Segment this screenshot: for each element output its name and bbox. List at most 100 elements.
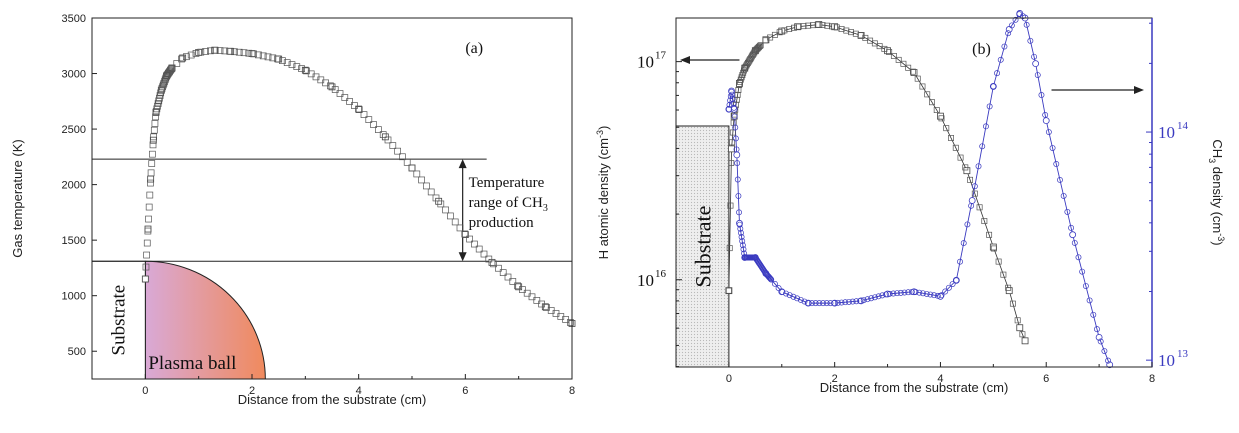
marker [938,115,945,122]
marker [1012,16,1019,23]
marker [418,176,425,184]
marker [202,48,209,55]
marker [814,21,821,28]
data-point [1069,231,1077,239]
marker [831,300,838,307]
marker [283,59,291,67]
marker [151,120,159,127]
marker [909,68,916,75]
marker [733,146,740,153]
marker [158,85,166,92]
marker [336,90,344,97]
substrate-label: Substrate [690,206,715,288]
marker [728,88,735,95]
marker [143,239,151,247]
marker [389,142,397,149]
marker [737,225,744,232]
marker [990,245,997,252]
marker [167,66,175,73]
marker [159,81,167,89]
marker [990,83,997,90]
marker [403,159,411,166]
marker [938,292,945,299]
marker [901,289,908,296]
marker [797,296,804,303]
marker [779,289,786,295]
x-tick-label: 6 [1043,373,1049,385]
marker [920,290,926,297]
left-tick-exponent: 16 [655,268,667,280]
marker [842,299,849,306]
marker [183,53,190,61]
right-axis-label-sup: -3 [1216,233,1226,241]
data-point [968,197,976,204]
panel-a-y-axis-label: Gas temperature (K) [10,139,25,258]
marker [934,292,941,299]
marker [141,275,149,283]
marker [994,70,1000,77]
marker [949,281,956,287]
marker [147,179,154,187]
marker [812,300,819,307]
marker [727,202,734,209]
x-tick-label: 2 [249,385,255,397]
marker [148,160,156,167]
marker [1016,11,1023,18]
marker [795,23,802,30]
marker [726,101,733,108]
data-point [1042,117,1050,125]
marker [986,103,993,110]
marker [979,143,986,150]
marker [768,276,775,283]
right-tick-label: 10 [1158,351,1175,370]
marker [149,150,156,158]
marker [886,49,893,55]
data-point [794,23,802,31]
marker [331,86,339,93]
marker [447,212,454,220]
marker [728,160,735,167]
marker [168,65,175,72]
range-arrow-head-up [458,159,467,169]
marker [736,209,742,216]
marker [1068,224,1075,231]
marker [142,263,150,271]
marker [461,230,469,238]
marker [1071,239,1078,246]
y-tick-label: 3500 [62,13,86,25]
marker [379,131,387,138]
x-tick-label: 8 [1149,373,1155,385]
marker [341,94,349,101]
marker [923,290,930,297]
marker [731,113,738,120]
marker [857,297,864,304]
ch3-density-line [728,12,1111,365]
marker [471,240,478,248]
marker [905,64,912,71]
marker [226,47,233,55]
y-tick-label: 1500 [62,235,86,247]
marker [1060,192,1067,199]
marker [942,288,949,295]
marker [729,129,736,136]
marker [288,61,296,69]
marker [245,49,253,57]
h-density-line [728,24,1026,341]
marker [298,65,305,73]
marker [216,47,224,54]
left-axis-label-close: ) [596,126,611,130]
marker [997,56,1004,63]
panel-b-left-axis-label: H atomic density (cm-3) [595,126,611,260]
left-axis-label-main: H atomic density (cm [596,138,611,259]
marker [726,245,733,252]
marker [269,54,277,62]
marker [971,190,978,197]
marker [786,26,793,33]
marker [964,221,971,228]
marker [274,55,281,63]
marker [962,164,969,171]
data-point [728,145,735,153]
marker [864,296,871,303]
marker [567,319,574,326]
